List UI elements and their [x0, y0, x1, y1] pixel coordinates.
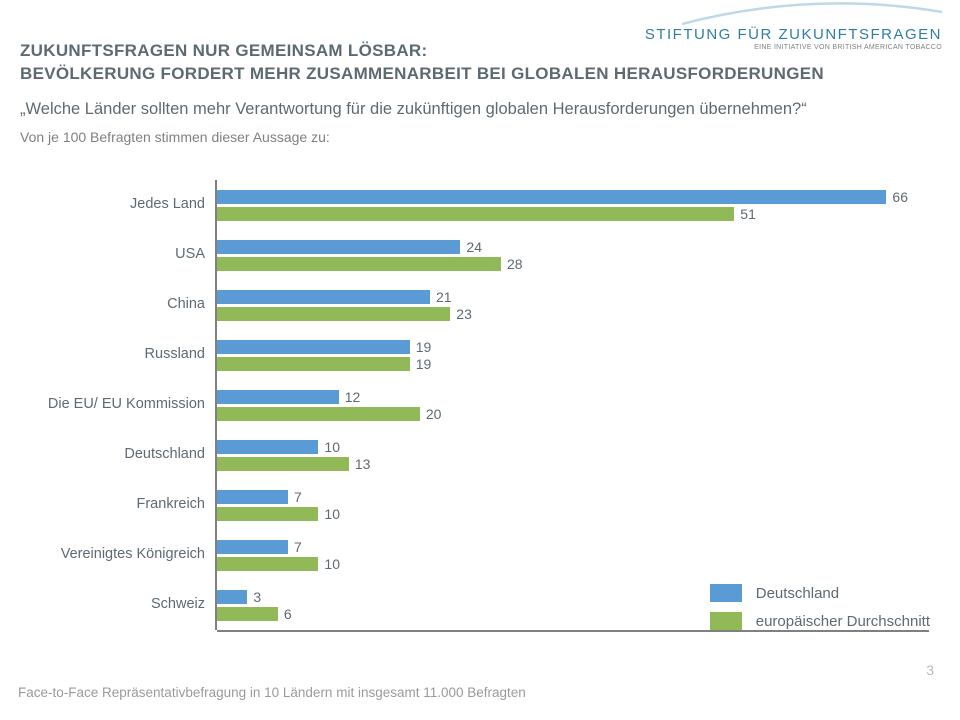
chart-row: USA 24 28	[30, 230, 930, 280]
chart-row: China2123	[30, 280, 930, 330]
bar	[217, 540, 288, 554]
category-label: China	[30, 297, 215, 313]
chart-legend: Deutschland europäischer Durchschnitt	[710, 574, 930, 640]
bar	[217, 407, 420, 421]
bar	[217, 590, 247, 604]
bars-cell: 24 28	[217, 230, 930, 280]
bar-value-label: 13	[355, 456, 371, 472]
bar	[217, 390, 339, 404]
title-line-1: ZUKUNFTSFRAGEN NUR GEMEINSAM LÖSBAR:	[20, 40, 940, 63]
bar-value-label: 10	[324, 439, 340, 455]
bar-wrapper: 12	[217, 390, 930, 404]
chart-row: Russland1919	[30, 330, 930, 380]
footer-note: Face-to-Face Repräsentativbefragung in 1…	[18, 685, 526, 700]
bar-wrapper: 7	[217, 540, 930, 554]
bar-value-label: 7	[294, 489, 302, 505]
bar-value-label: 6	[284, 606, 292, 622]
chart-row: Die EU/ EU Kommission 12 20	[30, 380, 930, 430]
legend-item: europäischer Durchschnitt	[710, 612, 930, 630]
chart-row: Vereinigtes Königreich 7 10	[30, 530, 930, 580]
bar-wrapper: 13	[217, 457, 930, 471]
category-label: Die EU/ EU Kommission	[30, 397, 215, 413]
bar-value-label: 3	[253, 589, 261, 605]
category-label: Deutschland	[30, 447, 215, 463]
bar	[217, 340, 410, 354]
bar-wrapper: 10	[217, 557, 930, 571]
bar	[217, 440, 318, 454]
bar-value-label: 19	[416, 356, 432, 372]
bar	[217, 307, 450, 321]
title-block: ZUKUNFTSFRAGEN NUR GEMEINSAM LÖSBAR: BEV…	[20, 40, 940, 145]
legend-swatch	[710, 584, 742, 602]
legend-item: Deutschland	[710, 584, 930, 602]
bar-value-label: 24	[466, 239, 482, 255]
bars-cell: 7 10	[217, 530, 930, 580]
bar-wrapper: 7	[217, 490, 930, 504]
bar-value-label: 19	[416, 339, 432, 355]
category-label: Schweiz	[30, 597, 215, 613]
bar	[217, 457, 349, 471]
survey-question: „Welche Länder sollten mehr Verantwortun…	[20, 100, 940, 119]
legend-swatch	[710, 612, 742, 630]
bar-wrapper: 10	[217, 440, 930, 454]
bars-cell: 66 51	[217, 180, 930, 230]
title-line-2: BEVÖLKERUNG FORDERT MEHR ZUSAMMENARBEIT …	[20, 63, 940, 86]
bars-cell: 2123	[217, 280, 930, 330]
bar-chart: Jedes Land6651USA2428China2123Russland19…	[30, 180, 930, 634]
category-label: Frankreich	[30, 497, 215, 513]
bar-wrapper: 19	[217, 340, 930, 354]
bar-wrapper: 21	[217, 290, 930, 304]
page-number: 3	[926, 662, 934, 678]
bar-value-label: 10	[324, 556, 340, 572]
bar-value-label: 66	[892, 189, 908, 205]
bar	[217, 290, 430, 304]
bar-value-label: 28	[507, 256, 523, 272]
bar-wrapper: 28	[217, 257, 930, 271]
bar-wrapper: 51	[217, 207, 930, 221]
bar-wrapper: 24	[217, 240, 930, 254]
bar	[217, 257, 501, 271]
bar	[217, 507, 318, 521]
legend-label: Deutschland	[756, 585, 839, 602]
bar-wrapper: 19	[217, 357, 930, 371]
legend-label: europäischer Durchschnitt	[756, 613, 930, 630]
bar-value-label: 10	[324, 506, 340, 522]
bar	[217, 490, 288, 504]
bars-cell: 7 10	[217, 480, 930, 530]
bar	[217, 557, 318, 571]
bar-value-label: 51	[740, 206, 756, 222]
category-label: Vereinigtes Königreich	[30, 547, 215, 563]
bar	[217, 357, 410, 371]
bar-wrapper: 20	[217, 407, 930, 421]
bar-wrapper: 23	[217, 307, 930, 321]
category-label: Russland	[30, 347, 215, 363]
bar	[217, 207, 734, 221]
chart-row: Jedes Land 66 51	[30, 180, 930, 230]
bars-cell: 12 20	[217, 380, 930, 430]
bar-wrapper: 66	[217, 190, 930, 204]
chart-caption: Von je 100 Befragten stimmen dieser Auss…	[20, 129, 940, 145]
bar-value-label: 20	[426, 406, 442, 422]
bar-wrapper: 10	[217, 507, 930, 521]
bar-value-label: 12	[345, 389, 361, 405]
chart-row: Frankreich 7 10	[30, 480, 930, 530]
bar-value-label: 7	[294, 539, 302, 555]
bar	[217, 607, 278, 621]
bar-value-label: 21	[436, 289, 452, 305]
bar	[217, 190, 886, 204]
bar	[217, 240, 460, 254]
bar-value-label: 23	[456, 306, 472, 322]
bars-cell: 1919	[217, 330, 930, 380]
bars-cell: 10 13	[217, 430, 930, 480]
category-label: USA	[30, 247, 215, 263]
chart-row: Deutschland 10 13	[30, 430, 930, 480]
category-label: Jedes Land	[30, 197, 215, 213]
